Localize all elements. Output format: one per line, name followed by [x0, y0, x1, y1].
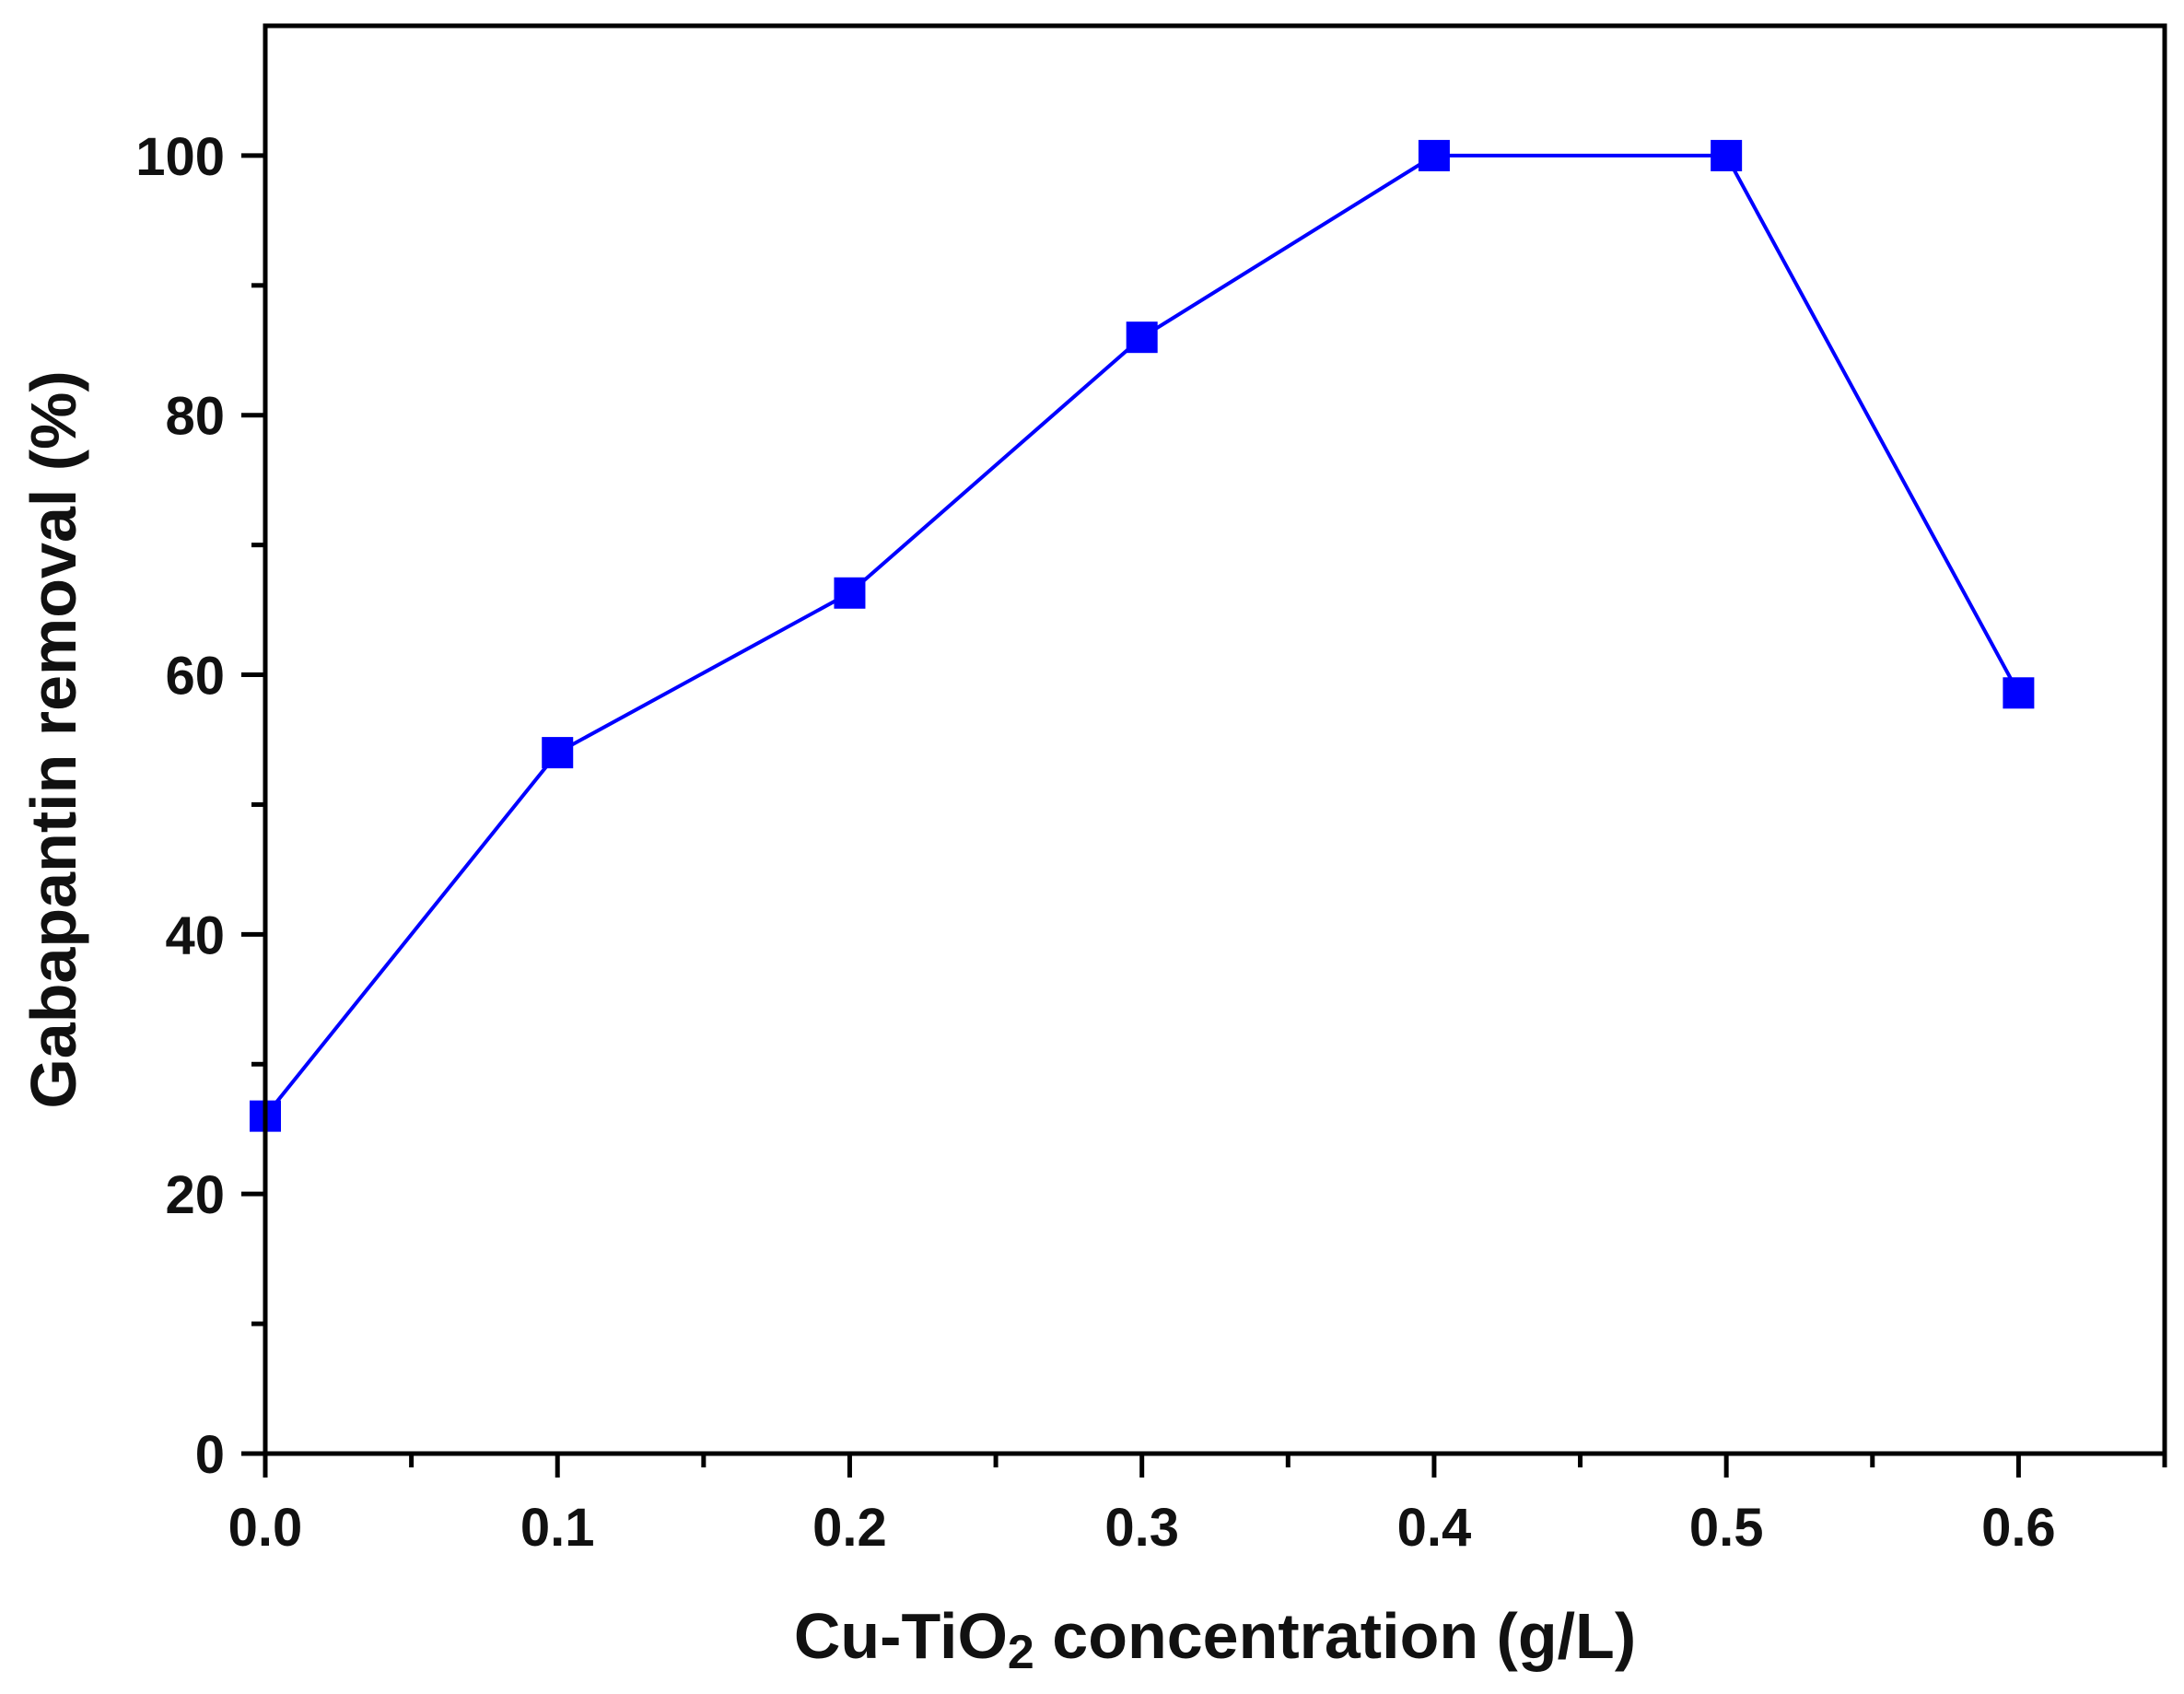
x-axis-label-prefix: Cu-TiO: [794, 1600, 1008, 1672]
plot-frame: [263, 23, 2167, 1456]
data-point: [1126, 321, 1158, 354]
y-tick-label: 40: [165, 905, 225, 965]
data-point: [2003, 677, 2035, 709]
x-tick-label: 0.4: [1397, 1498, 1472, 1558]
y-tick-label: 60: [165, 647, 225, 707]
data-point: [1418, 139, 1450, 171]
axis-ticks: [241, 153, 2167, 1478]
data-point: [834, 577, 866, 609]
y-tick-label: 0: [195, 1425, 225, 1485]
data-point: [1711, 139, 1743, 171]
x-tick-label: 0.2: [812, 1498, 887, 1558]
y-tick-label: 20: [165, 1165, 225, 1225]
tick-labels: 0.0 0.1 0.2 0.3 0.4 0.5 0.6 0 20 40 60 80 100: [135, 127, 2055, 1558]
x-tick-label: 0.5: [1689, 1498, 1764, 1558]
y-tick-label: 80: [165, 387, 225, 447]
x-tick-label: 0.1: [520, 1498, 595, 1558]
y-axis-label: Gabapantin removal (%): [18, 370, 89, 1108]
data-point: [542, 737, 574, 769]
x-tick-label: 0.3: [1104, 1498, 1179, 1558]
x-axis-label-subscript: 2: [1008, 1626, 1034, 1679]
series-layer: [250, 139, 2035, 1132]
x-axis-label: Cu-TiO2 concentration (g/L): [794, 1600, 1636, 1679]
y-tick-label: 100: [135, 127, 225, 187]
series-line: [263, 153, 2021, 1117]
x-tick-label: 0.0: [228, 1498, 303, 1558]
x-tick-label: 0.6: [1981, 1498, 2056, 1558]
x-axis-label-suffix: concentration (g/L): [1034, 1600, 1636, 1672]
